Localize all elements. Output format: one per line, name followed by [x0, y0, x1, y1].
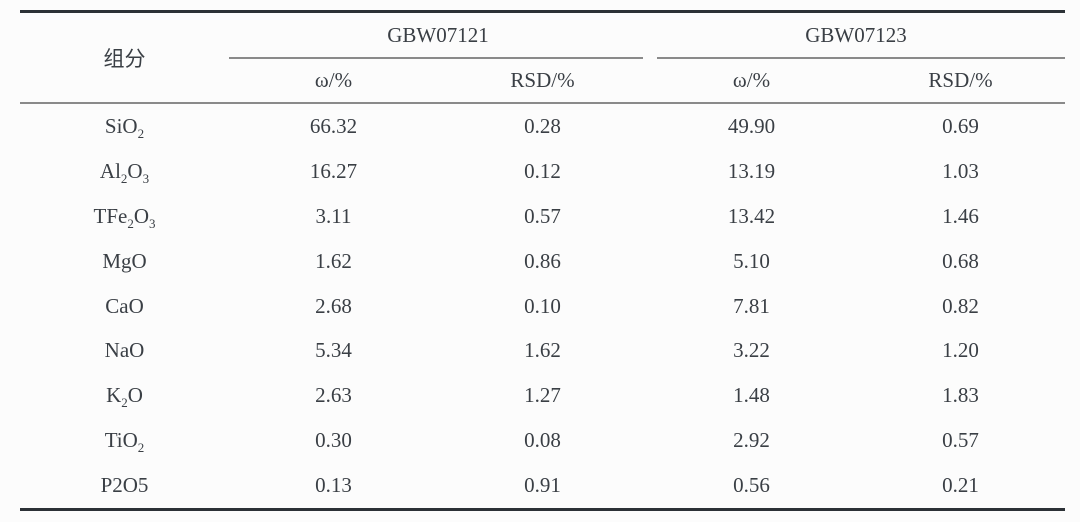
subcolumn-header-omega-2: ω/% [647, 58, 856, 104]
value-cell: 5.34 [315, 338, 352, 363]
value-cell: 0.13 [315, 473, 352, 498]
value-cell: 0.10 [524, 293, 561, 318]
value-cell: 2.63 [315, 383, 352, 408]
component-cell: Al2O3 [99, 158, 150, 187]
component-cell: P2O5 [100, 473, 149, 498]
value-cell: 5.10 [733, 248, 770, 273]
value-cell: 2.92 [733, 428, 770, 453]
value-cell: 1.48 [733, 383, 770, 408]
group-header-gbw07121: GBW07121 [229, 12, 647, 59]
value-cell: 0.12 [524, 158, 561, 183]
value-cell: 1.20 [942, 338, 979, 363]
table-row: TiO2 0.30 0.08 2.92 0.57 [20, 418, 1065, 463]
header-group-row: 组分 GBW07121 GBW07123 [20, 11, 1065, 104]
table-row: K2O 2.63 1.27 1.48 1.83 [20, 373, 1065, 418]
value-cell: 0.86 [524, 248, 561, 273]
value-cell: 1.62 [524, 338, 561, 363]
header-subcolumn-row: ω/% RSD/% ω/% RSD/% [20, 58, 1065, 104]
subcolumn-header-rsd-2: RSD/% [856, 58, 1065, 104]
value-cell: 1.27 [524, 383, 561, 408]
component-cell: K2O [106, 383, 143, 411]
table-row: MgO 1.62 0.86 5.10 0.68 [20, 239, 1065, 284]
value-cell: 13.19 [727, 158, 776, 183]
value-cell: 7.81 [733, 293, 770, 318]
table-header: 组分 GBW07121 GBW07123 ω/% RSD/% ω/% RSD/% [20, 11, 1065, 104]
table-row: SiO2 66.32 0.28 49.90 0.69 [20, 103, 1065, 149]
table-row: TFe2O3 3.11 0.57 13.42 1.46 [20, 194, 1065, 239]
component-cell: TFe2O3 [93, 203, 156, 231]
value-cell: 0.68 [942, 248, 979, 273]
value-cell: 3.11 [315, 203, 352, 228]
subcolumn-header-rsd-1: RSD/% [438, 58, 647, 104]
table-row: NaO 5.34 1.62 3.22 1.20 [20, 328, 1065, 373]
value-cell: 3.22 [733, 338, 770, 363]
table-body: SiO2 66.32 0.28 49.90 0.69 Al2O3 16.27 0.12 13.1… [20, 103, 1065, 510]
value-cell: 1.83 [942, 383, 979, 408]
value-cell: 0.08 [524, 428, 561, 453]
subcolumn-header-omega-1: ω/% [229, 58, 438, 104]
value-cell: 66.32 [309, 113, 358, 138]
value-cell: 1.62 [315, 248, 352, 273]
component-cell: TiO2 [104, 428, 145, 456]
table-row: Al2O3 16.27 0.12 13.19 1.03 [20, 149, 1065, 194]
value-cell: 16.27 [309, 158, 358, 183]
component-cell: SiO2 [104, 113, 145, 142]
component-analysis-table: 组分 GBW07121 GBW07123 ω/% RSD/% ω/% RSD/%… [20, 10, 1065, 512]
value-cell: 1.46 [942, 203, 979, 228]
value-cell: 0.21 [942, 473, 979, 498]
value-cell: 49.90 [727, 113, 776, 138]
component-cell: CaO [105, 293, 144, 318]
value-cell: 0.28 [524, 113, 561, 138]
value-cell: 1.03 [942, 158, 979, 183]
value-cell: 0.56 [733, 473, 770, 498]
value-cell: 0.57 [524, 203, 561, 228]
component-cell: MgO [102, 248, 147, 273]
group-header-gbw07123: GBW07123 [647, 12, 1065, 59]
table-row: CaO 2.68 0.10 7.81 0.82 [20, 284, 1065, 329]
value-cell: 0.57 [942, 428, 979, 453]
value-cell: 2.68 [315, 293, 352, 318]
value-cell: 0.91 [524, 473, 561, 498]
value-cell: 13.42 [727, 203, 776, 228]
component-cell: NaO [104, 338, 145, 363]
value-cell: 0.82 [942, 293, 979, 318]
value-cell: 0.69 [942, 113, 979, 138]
table-row: P2O5 0.13 0.91 0.56 0.21 [20, 463, 1065, 509]
data-table-container: 组分 GBW07121 GBW07123 ω/% RSD/% ω/% RSD/%… [20, 10, 1065, 512]
component-column-header: 组分 [20, 11, 229, 104]
value-cell: 0.30 [315, 428, 352, 453]
